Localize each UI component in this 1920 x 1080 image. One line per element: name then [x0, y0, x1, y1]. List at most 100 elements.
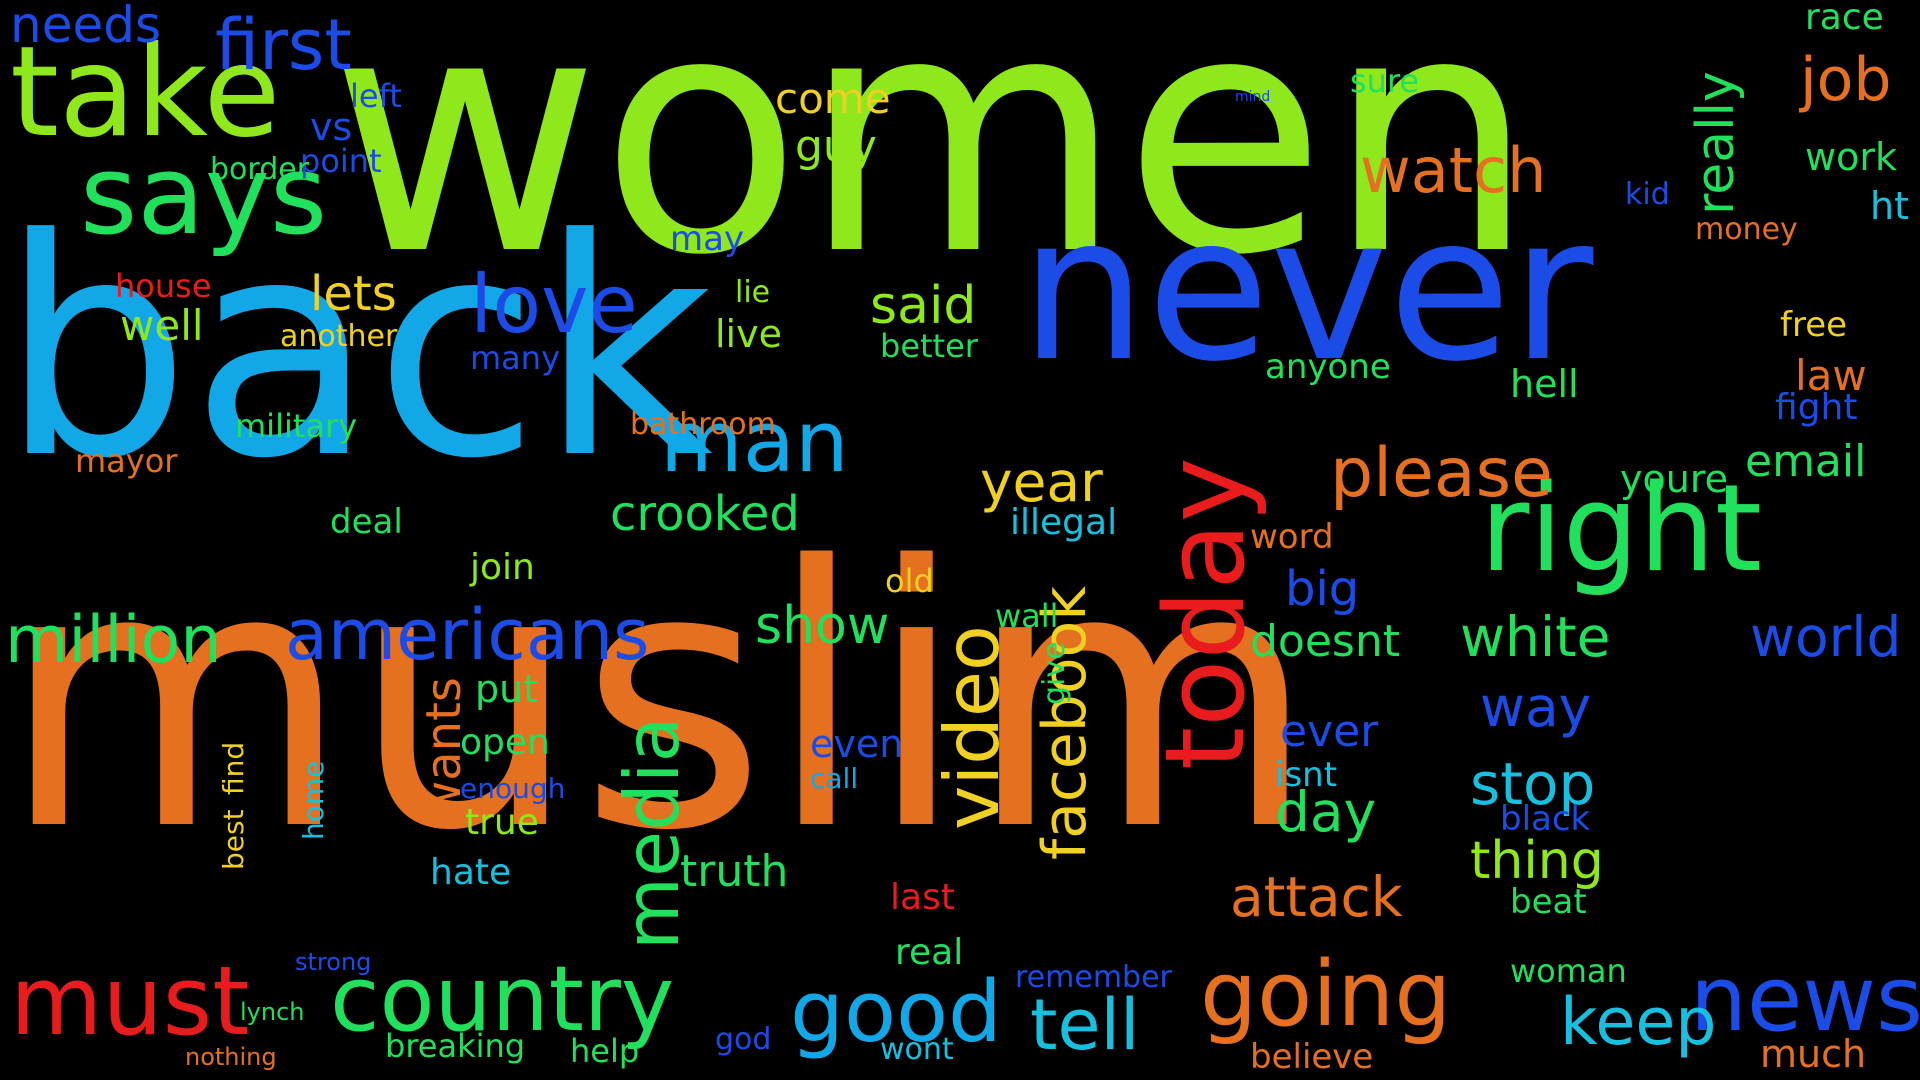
- word: kid: [1625, 177, 1670, 212]
- word: world: [1750, 605, 1902, 669]
- word: first: [215, 4, 352, 86]
- word: day: [1275, 780, 1377, 844]
- word: illegal: [1010, 502, 1118, 543]
- word: open: [460, 722, 550, 763]
- word: back: [0, 175, 713, 524]
- word: god: [715, 1022, 772, 1057]
- word: thing: [1470, 831, 1604, 891]
- word: give: [1037, 641, 1072, 705]
- word: woman: [1510, 952, 1627, 990]
- word: needs: [10, 0, 162, 54]
- word: free: [1780, 305, 1848, 345]
- word: youre: [1620, 457, 1728, 501]
- word: must: [10, 947, 250, 1057]
- word: much: [1760, 1032, 1867, 1076]
- word: lynch: [240, 998, 305, 1026]
- word: join: [470, 547, 535, 588]
- word: hate: [430, 852, 512, 893]
- word: come: [775, 74, 891, 123]
- word: live: [715, 312, 782, 356]
- word: media: [608, 716, 696, 950]
- word: beat: [1510, 882, 1587, 922]
- word: old: [885, 562, 934, 600]
- word: money: [1695, 212, 1798, 247]
- word: attack: [1230, 865, 1403, 929]
- word: country: [330, 947, 675, 1052]
- word: hell: [1510, 362, 1579, 406]
- word: may: [670, 219, 745, 259]
- word: video: [928, 625, 1016, 830]
- word: stop: [1470, 750, 1596, 818]
- word: border: [210, 152, 310, 187]
- word: email: [1745, 436, 1867, 487]
- word: wont: [880, 1032, 954, 1067]
- word: crooked: [610, 486, 800, 542]
- word: even: [810, 722, 904, 766]
- word: tell: [1030, 984, 1140, 1066]
- word: wall: [995, 597, 1059, 635]
- word: true: [465, 802, 539, 843]
- word: enough: [460, 772, 566, 805]
- word: house: [115, 267, 212, 305]
- word: military: [235, 407, 358, 445]
- word: fight: [1775, 387, 1858, 428]
- word: mind: [1235, 89, 1271, 105]
- word: big: [1285, 561, 1360, 617]
- word: lets: [310, 266, 397, 322]
- word: bathroom: [630, 407, 776, 442]
- word: said: [870, 276, 977, 336]
- word: mayor: [75, 442, 178, 480]
- word: real: [895, 932, 964, 973]
- word: lie: [735, 275, 771, 310]
- word: breaking: [385, 1027, 526, 1065]
- word: never: [1020, 173, 1594, 406]
- word: keep: [1560, 985, 1717, 1060]
- word: nothing: [185, 1043, 277, 1071]
- word: please: [1330, 434, 1553, 513]
- word: take: [10, 20, 281, 165]
- word: muslim: [0, 490, 1318, 909]
- word: good: [790, 963, 1002, 1062]
- word: strong: [295, 948, 372, 976]
- word: love: [470, 258, 638, 351]
- word: really: [1686, 71, 1746, 215]
- word: left: [350, 77, 402, 115]
- word: another: [280, 319, 398, 354]
- word: word: [1250, 517, 1334, 557]
- word: point: [300, 142, 382, 180]
- word: law: [1795, 351, 1867, 400]
- word: job: [1800, 45, 1892, 115]
- word: better: [880, 327, 978, 365]
- word: deal: [330, 502, 403, 542]
- word: best: [217, 809, 250, 870]
- word: find: [217, 741, 250, 795]
- word: sure: [1350, 62, 1420, 100]
- word: ht: [1870, 184, 1909, 228]
- word: remember: [1015, 960, 1172, 995]
- word: call: [810, 762, 859, 795]
- word: white: [1460, 605, 1611, 669]
- word: right: [1480, 460, 1762, 599]
- word: going: [1200, 942, 1452, 1047]
- word: guy: [795, 121, 877, 172]
- word: believe: [1250, 1037, 1374, 1077]
- word: well: [120, 301, 204, 350]
- word: news: [1690, 947, 1920, 1052]
- word: ever: [1280, 706, 1379, 757]
- word: last: [890, 877, 955, 918]
- word: year: [980, 450, 1103, 514]
- word: americans: [285, 594, 650, 676]
- word: anyone: [1265, 347, 1391, 387]
- word: truth: [680, 846, 789, 897]
- word: women: [330, 0, 1536, 327]
- word: says: [80, 131, 328, 259]
- word: watch: [1360, 134, 1547, 207]
- word: many: [470, 339, 560, 377]
- word: race: [1805, 0, 1884, 38]
- word: man: [660, 393, 849, 492]
- word: vs: [310, 105, 353, 149]
- word: put: [475, 667, 539, 711]
- word: million: [5, 603, 222, 678]
- word: home: [297, 760, 330, 840]
